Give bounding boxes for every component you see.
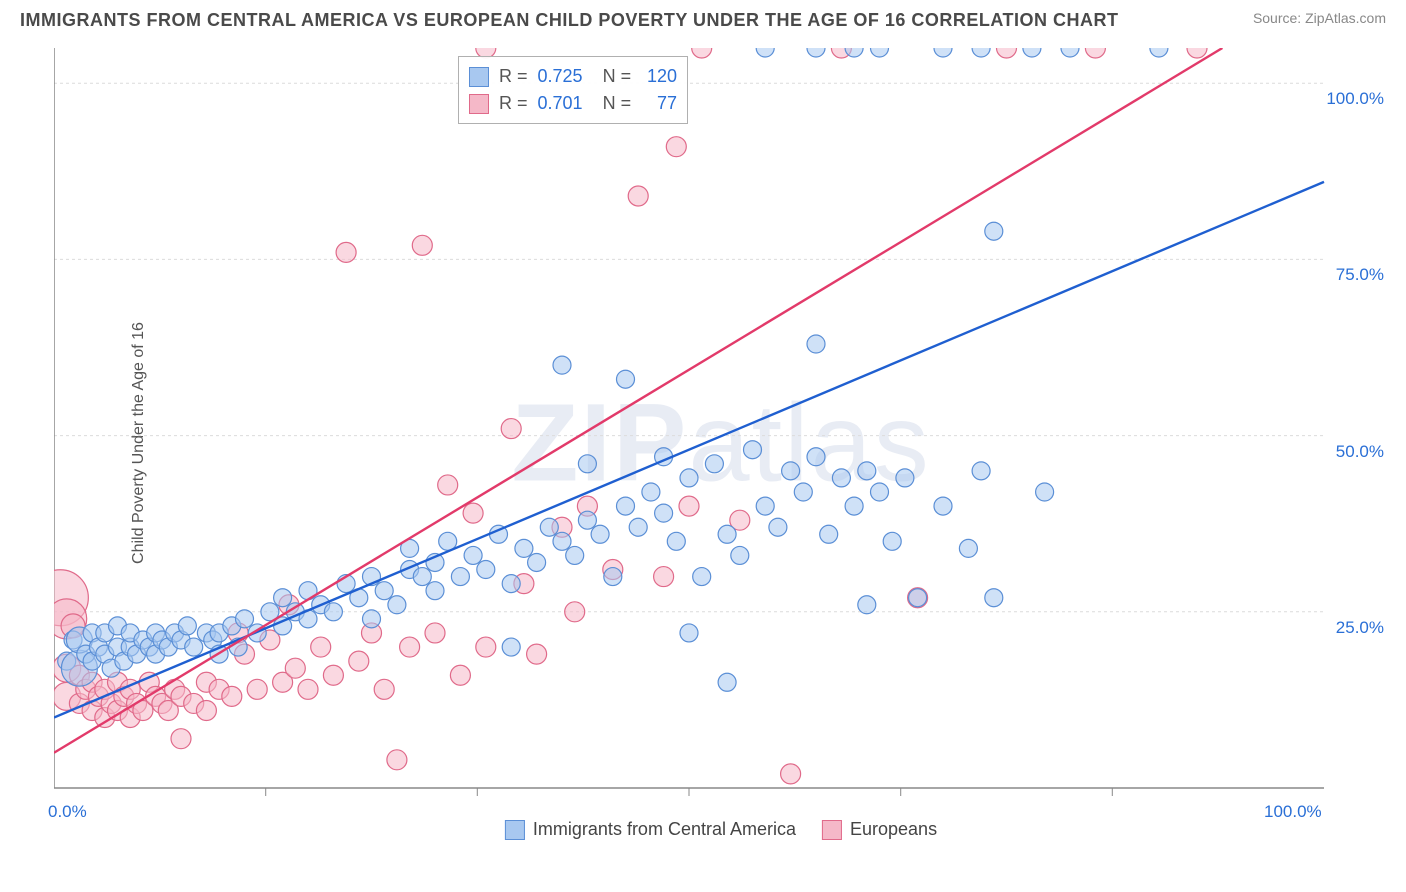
legend-label: Europeans [850,819,937,840]
r-label: R = [499,63,528,90]
n-value: 77 [641,90,677,117]
chart-title: IMMIGRANTS FROM CENTRAL AMERICA VS EUROP… [20,10,1119,31]
chart-container: Child Poverty Under the Age of 16 ZIPatl… [54,48,1388,838]
r-label: R = [499,90,528,117]
legend-swatch [822,820,842,840]
n-label: N = [603,90,632,117]
legend-swatch [469,67,489,87]
x-tick-label: 0.0% [48,802,87,822]
r-value: 0.725 [538,63,583,90]
y-tick-label: 25.0% [1336,618,1384,638]
x-tick-label: 100.0% [1264,802,1322,822]
source-label: Source: ZipAtlas.com [1253,10,1386,26]
n-value: 120 [641,63,677,90]
r-value: 0.701 [538,90,583,117]
y-tick-label: 100.0% [1326,89,1384,109]
correlation-row: R = 0.725 N = 120 [469,63,677,90]
series-legend: Immigrants from Central America Europeans [505,819,937,840]
correlation-legend: R = 0.725 N = 120 R = 0.701 N = 77 [458,56,688,124]
correlation-row: R = 0.701 N = 77 [469,90,677,117]
legend-label: Immigrants from Central America [533,819,796,840]
y-tick-label: 50.0% [1336,442,1384,462]
n-label: N = [603,63,632,90]
legend-item: Europeans [822,819,937,840]
legend-swatch [469,94,489,114]
scatter-plot [54,48,1388,838]
legend-item: Immigrants from Central America [505,819,796,840]
legend-swatch [505,820,525,840]
y-tick-label: 75.0% [1336,265,1384,285]
